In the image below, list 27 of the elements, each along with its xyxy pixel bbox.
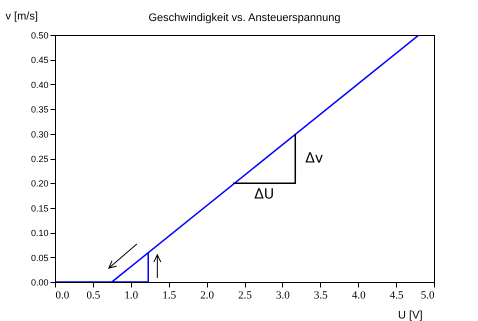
x-tick-label: 3.5 <box>314 290 328 302</box>
y-tick-label: 0.00 <box>30 278 48 288</box>
x-tick-label: 3.0 <box>276 290 290 302</box>
y-tick-label: 0.35 <box>30 104 48 115</box>
x-tick-label: 0.0 <box>56 290 70 302</box>
x-tick-label: 4.0 <box>352 290 366 302</box>
y-tick-label: 0.25 <box>30 154 48 164</box>
y-tick-label: 0.15 <box>30 203 48 214</box>
annotation: ΔU <box>254 186 274 202</box>
y-tick-label: 0.30 <box>30 129 48 140</box>
y-tick-label: 0.05 <box>30 252 48 263</box>
chart-title: Geschwindigkeit vs. Ansteuerspannung <box>148 12 341 24</box>
y-tick-label: 0.20 <box>30 178 48 189</box>
y-tick-label: 0.45 <box>30 55 48 66</box>
x-tick-label: 0.5 <box>86 290 101 302</box>
x-tick-label: 1.0 <box>124 290 139 302</box>
x-axis-title: U [V] <box>398 310 422 321</box>
x-tick-label: 2.0 <box>200 290 214 302</box>
annotation: Δv <box>305 150 324 166</box>
y-tick-label: 0.40 <box>30 80 48 90</box>
x-tick-label: 4.5 <box>390 290 404 302</box>
x-tick-label: 2.5 <box>238 290 252 302</box>
x-tick-label: 5.0 <box>420 290 435 302</box>
y-tick-label: 0.10 <box>30 228 48 238</box>
x-tick-label: 1.5 <box>162 290 177 302</box>
y-tick-label: 0.50 <box>30 30 48 40</box>
y-axis-title: v [m/s] <box>6 10 38 22</box>
